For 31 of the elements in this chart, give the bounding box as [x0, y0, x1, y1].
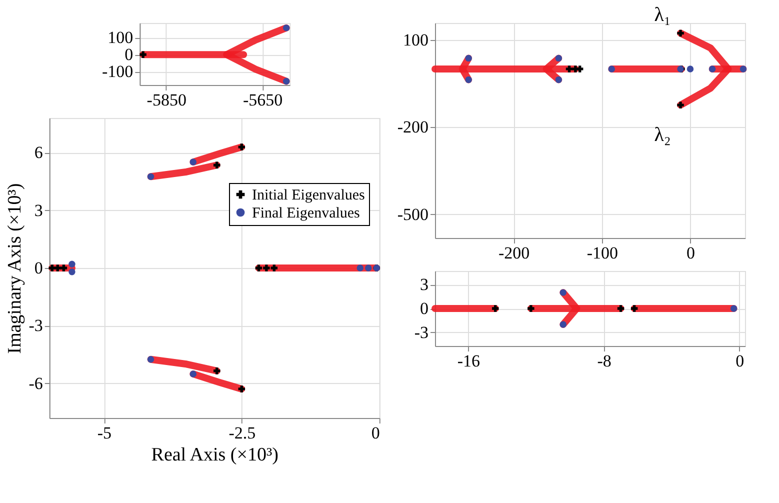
x-tick-label: -5650	[242, 90, 283, 110]
y-tick-label: -6	[28, 374, 43, 393]
y-tick-label: -500	[397, 204, 428, 224]
y-tick-label: 3	[34, 200, 43, 220]
x-tick-label: -8	[597, 352, 612, 370]
annotation: λ₂	[654, 124, 671, 146]
x-tick-label: 0	[736, 352, 744, 370]
x-tick-label: -5850	[146, 90, 186, 110]
y-tick-label: 0	[420, 299, 428, 318]
x-tick-label: 0	[686, 244, 695, 262]
y-tick-label: 100	[108, 28, 134, 48]
y-axis-title: Imaginary Axis (×10³)	[4, 183, 26, 354]
x-tick-label: -5	[97, 424, 112, 442]
x-tick-label: -16	[457, 352, 480, 370]
y-tick-label: -3	[414, 322, 428, 342]
x-tick-label: -2.5	[228, 424, 256, 442]
y-tick-label: 6	[34, 143, 43, 162]
legend-label: Final Eigenvalues	[252, 206, 360, 222]
x-tick-label: -100	[586, 244, 618, 262]
y-tick-label: 100	[403, 30, 428, 50]
y-tick-label: 0	[124, 45, 134, 64]
y-tick-label: 0	[34, 258, 43, 278]
annotation: λ₁	[654, 4, 671, 26]
y-tick-label: -200	[397, 118, 428, 137]
legend-label: Initial Eigenvalues	[252, 188, 366, 204]
y-tick-label: -100	[102, 62, 134, 82]
x-tick-label: 0	[371, 424, 380, 442]
y-tick-label: 3	[420, 275, 428, 294]
y-tick-label: -3	[28, 316, 43, 336]
x-axis-title: Real Axis (×10³)	[151, 444, 278, 466]
x-tick-label: -200	[498, 244, 530, 262]
